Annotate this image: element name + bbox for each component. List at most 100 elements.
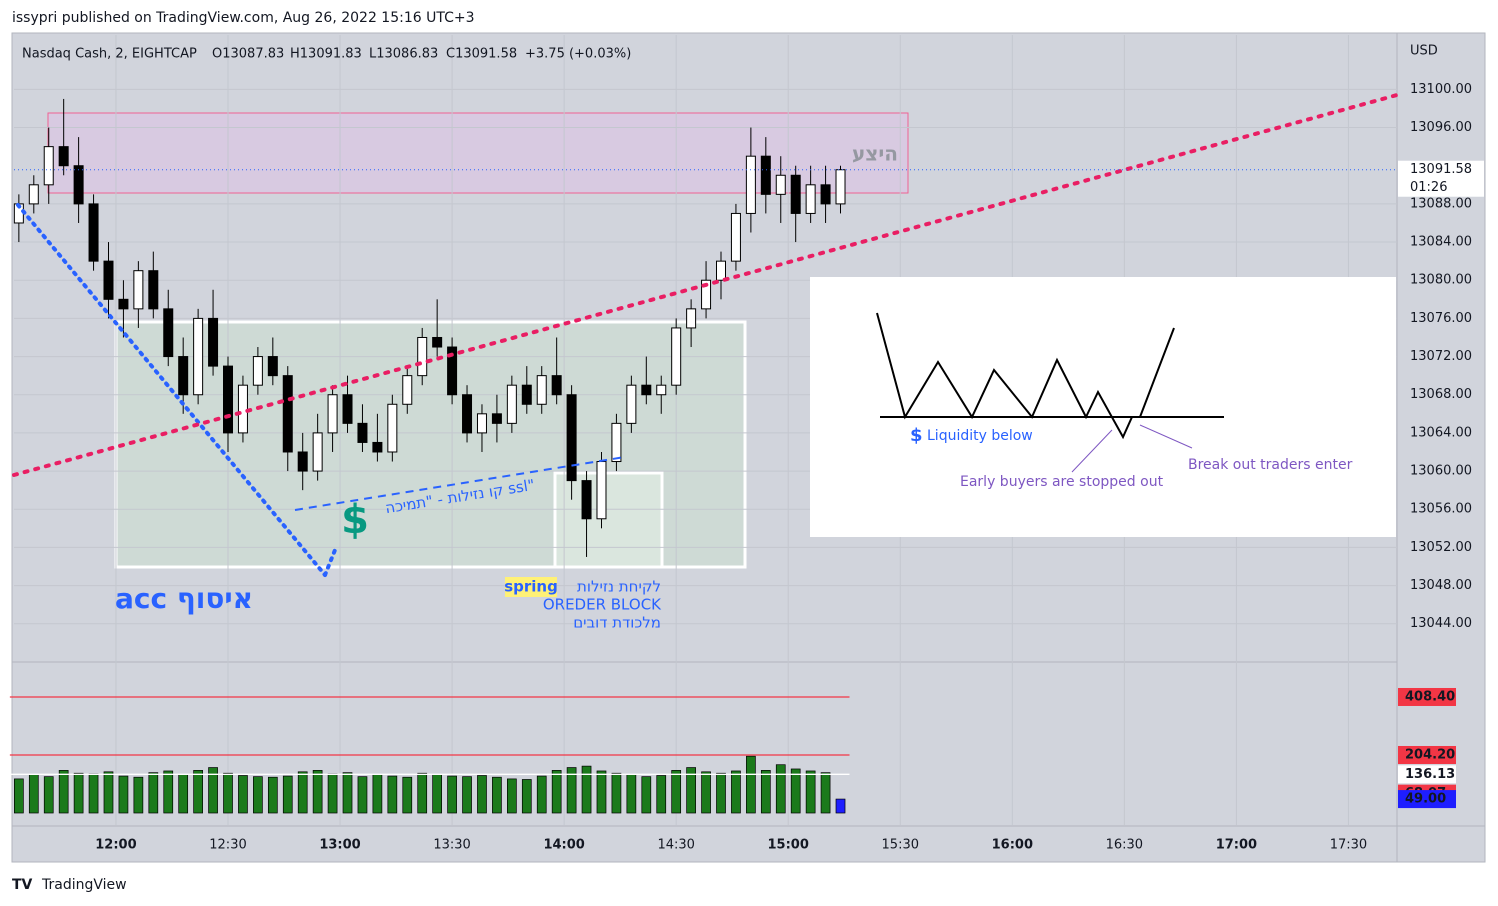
candle-body xyxy=(267,356,278,377)
candle-body xyxy=(88,203,99,262)
volume-bar xyxy=(477,775,487,814)
volume-bar xyxy=(775,764,786,814)
candle-body xyxy=(73,165,84,205)
y-tick-label: 13052.00 xyxy=(1410,540,1472,555)
volume-bar xyxy=(596,770,607,814)
candle-body xyxy=(596,461,607,520)
x-tick-label: 14:00 xyxy=(543,838,584,853)
volume-bar xyxy=(521,779,532,814)
last-price-label: 13091.58 xyxy=(1410,162,1472,177)
y-tick-label: 13080.00 xyxy=(1410,273,1472,288)
last-price-badge xyxy=(1398,160,1484,197)
x-tick-label: 15:00 xyxy=(768,838,809,853)
volume-bar xyxy=(327,773,338,814)
volume-bar xyxy=(626,774,637,814)
candle-body xyxy=(43,146,54,186)
volume-bar xyxy=(282,775,293,814)
volume-bar xyxy=(193,770,203,814)
volume-bar xyxy=(73,772,84,814)
x-tick-label: 16:30 xyxy=(1106,838,1143,853)
candle-body xyxy=(447,346,458,396)
candle-body xyxy=(327,394,338,434)
candle-body xyxy=(163,308,174,358)
volume-bar xyxy=(551,770,562,814)
legend-change: +3.75 (+0.03%) xyxy=(525,47,631,62)
y-tick-label: 13100.00 xyxy=(1410,82,1472,97)
volume-bar xyxy=(686,767,696,814)
breakout-arrow xyxy=(1139,424,1193,449)
footer: TradingView xyxy=(41,877,127,893)
volume-bar xyxy=(760,770,771,814)
volume-bar xyxy=(447,775,457,814)
volume-bar xyxy=(820,772,831,814)
candle-body xyxy=(223,365,234,434)
candle-body xyxy=(462,394,473,434)
candle-body xyxy=(372,441,383,453)
volume-bar xyxy=(223,772,233,814)
volume-bar xyxy=(103,771,114,814)
diagram-early: Early buyers are stopped out xyxy=(960,474,1164,490)
volume-bar xyxy=(58,770,69,814)
y-tick-label: 13048.00 xyxy=(1410,578,1472,593)
y-tick-label: 13088.00 xyxy=(1410,196,1472,211)
candle-body xyxy=(118,298,129,310)
y-tick-label: 13076.00 xyxy=(1410,311,1472,326)
x-tick-label: 17:00 xyxy=(1216,838,1257,853)
volume-level-label: 136.13 xyxy=(1405,767,1455,782)
volume-bar xyxy=(417,772,428,814)
volume-level-badge xyxy=(1398,745,1456,764)
x-tick-label: 16:00 xyxy=(992,838,1033,853)
candle-body xyxy=(581,480,592,520)
candle-body xyxy=(387,403,398,453)
candle-body xyxy=(133,270,144,310)
volume-bar xyxy=(432,774,443,814)
candle-body xyxy=(656,384,667,396)
candle-body xyxy=(730,212,741,262)
volume-bar xyxy=(536,775,547,814)
volume-bar xyxy=(656,775,667,814)
volume-bar xyxy=(312,770,323,814)
x-tick-label: 15:30 xyxy=(882,838,919,853)
early-arrow xyxy=(1071,429,1113,473)
candle-body xyxy=(701,279,712,310)
supply-label: היצע xyxy=(852,142,898,166)
volume-bar xyxy=(297,771,308,814)
candle-body xyxy=(626,384,637,424)
volume-bar xyxy=(14,778,24,814)
candle-body xyxy=(820,184,831,205)
volume-bar xyxy=(790,768,801,814)
volume-level-badge xyxy=(1398,790,1456,809)
candle-body xyxy=(417,336,428,377)
y-tick-label: 13044.00 xyxy=(1410,616,1472,631)
candle-body xyxy=(148,270,159,310)
volume-bar xyxy=(835,798,846,814)
candle-body xyxy=(208,317,219,367)
volume-level-badge xyxy=(1398,765,1456,784)
volume-bar xyxy=(746,755,756,814)
diagram: $ Liquidity below Early buyers are stopp… xyxy=(810,277,1396,537)
bear-trap-label: מלכודת דובים xyxy=(573,614,661,632)
volume-bar xyxy=(372,774,383,814)
x-tick-label: 12:30 xyxy=(209,838,246,853)
y-tick-label: 13068.00 xyxy=(1410,387,1472,402)
candle-body xyxy=(193,317,204,396)
candle-body xyxy=(282,375,293,453)
legend: Nasdaq Cash, 2, EIGHTCAP O13087.83 H1309… xyxy=(22,47,631,62)
volume-bar xyxy=(342,772,353,814)
candle-body xyxy=(402,375,413,405)
volume-bar xyxy=(611,772,622,814)
spring-label: spring xyxy=(504,578,558,596)
currency: USD xyxy=(1410,44,1438,59)
x-tick-label: 17:30 xyxy=(1330,838,1367,853)
candle-body xyxy=(252,356,263,386)
volume-level-label: 49.00 xyxy=(1405,792,1446,807)
volume-bar xyxy=(581,765,592,814)
volume-bar xyxy=(701,771,711,814)
candle-body xyxy=(521,384,532,405)
legend-close: C13091.58 xyxy=(446,47,517,62)
pink-trendline xyxy=(12,93,1399,477)
candle-body xyxy=(58,146,69,167)
candle-body xyxy=(790,174,801,214)
candle-body xyxy=(506,384,517,424)
volume-bar xyxy=(641,776,652,814)
